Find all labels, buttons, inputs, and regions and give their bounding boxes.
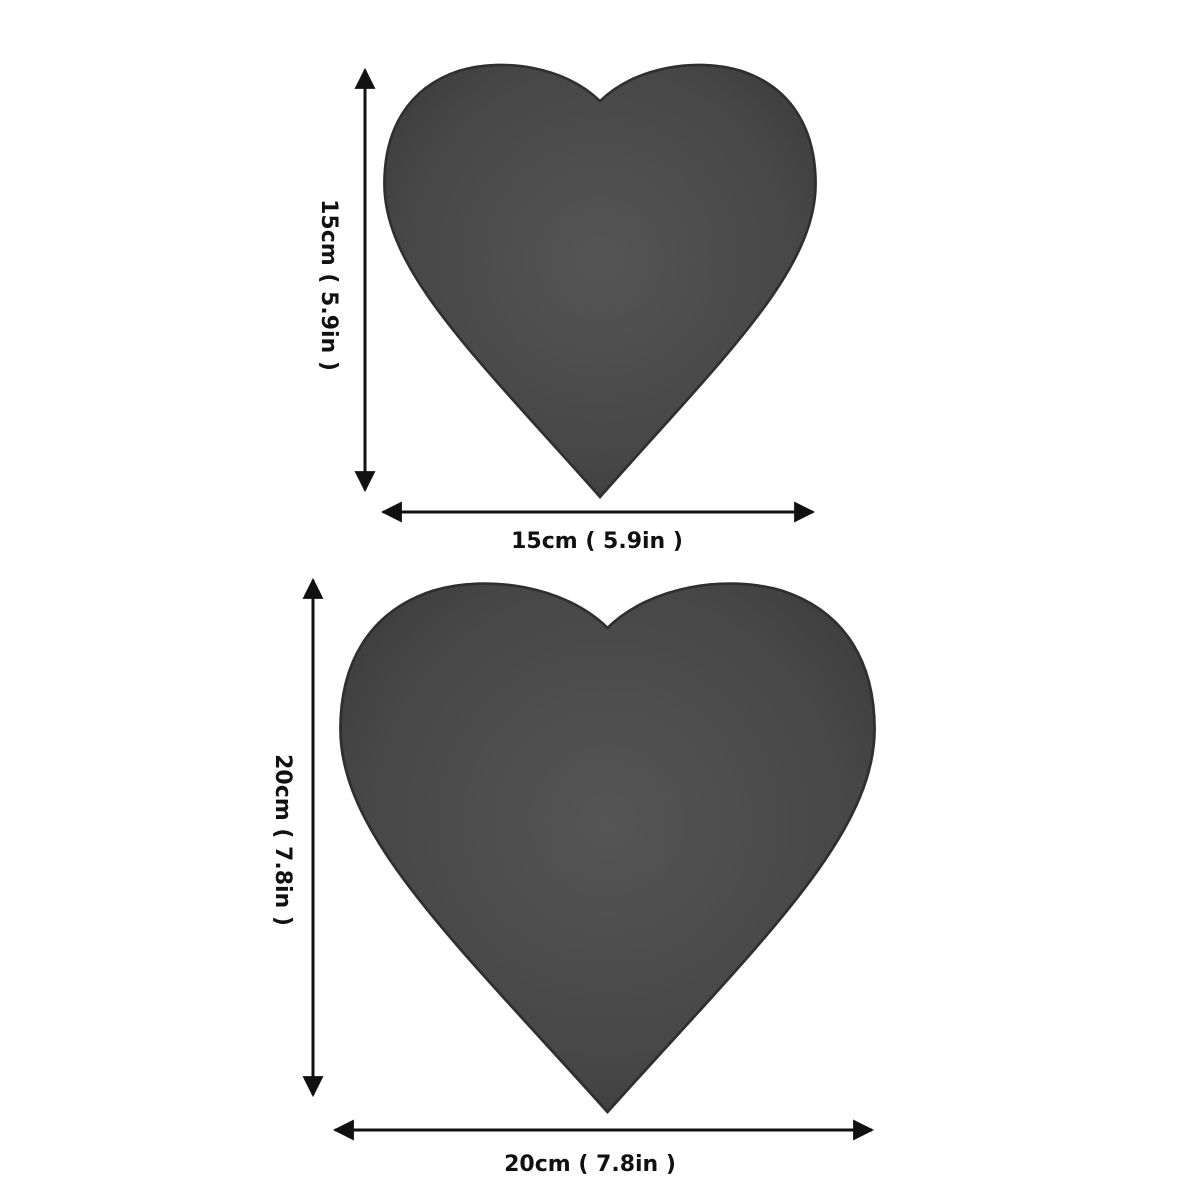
small-height-label: 15cm ( 5.9in ): [316, 199, 341, 371]
large-heart-slate: [340, 584, 874, 1112]
small-heart-slate: [384, 65, 815, 497]
small-width-label: 15cm ( 5.9in ): [511, 529, 683, 554]
large-height-label: 20cm ( 7.8in ): [270, 754, 295, 926]
large-width-label: 20cm ( 7.8in ): [504, 1152, 676, 1177]
